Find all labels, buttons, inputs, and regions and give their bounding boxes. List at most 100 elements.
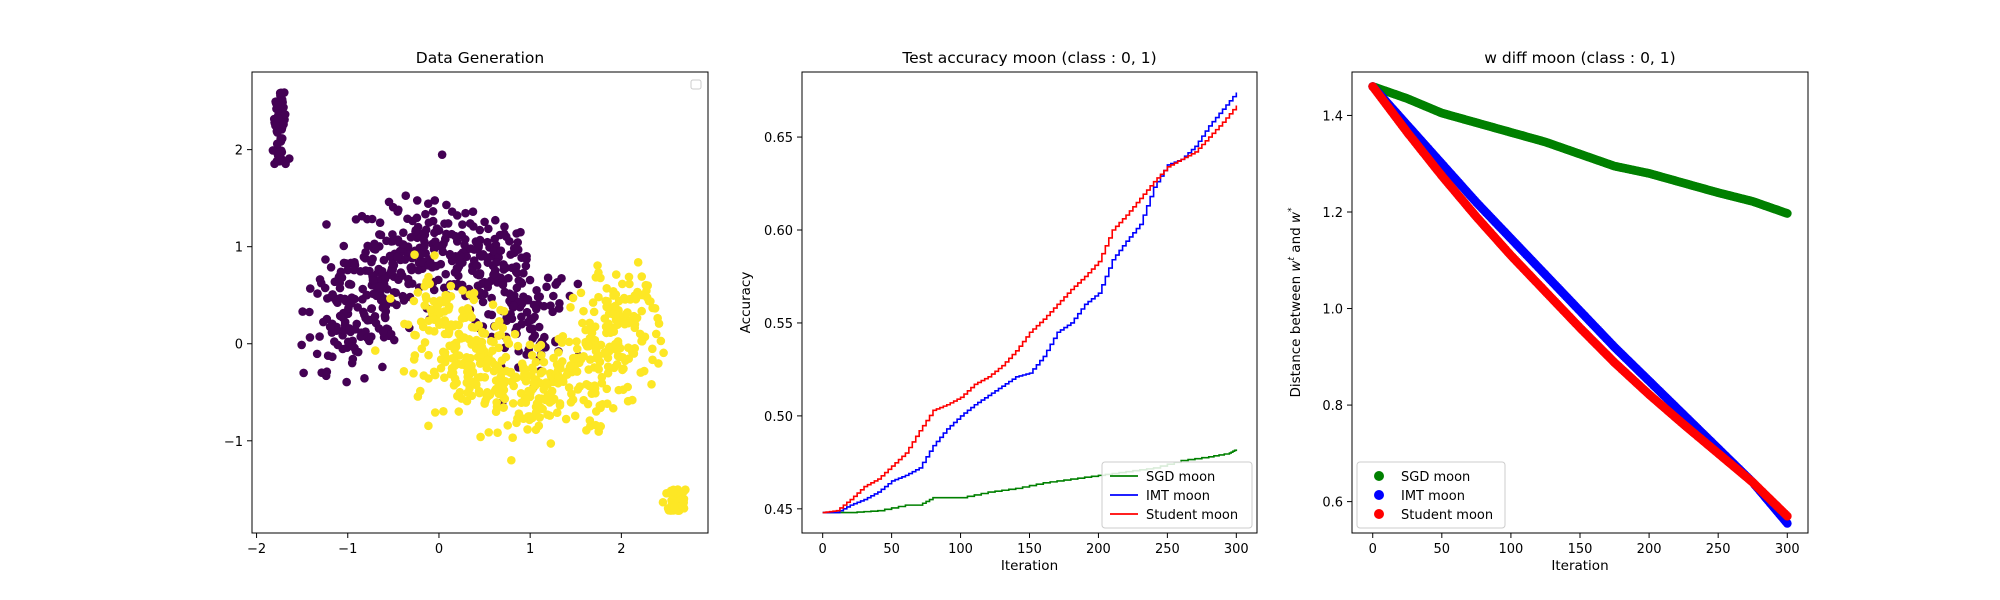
legend-label: IMT moon	[1401, 489, 1465, 504]
point-class-0	[328, 352, 337, 362]
y-tick-label: 0	[235, 338, 243, 353]
x-tick-label: 50	[1434, 542, 1451, 557]
point-class-1	[596, 422, 606, 431]
point-class-1	[643, 281, 652, 290]
point-class-1	[410, 250, 419, 259]
point-class-1	[536, 368, 546, 378]
point-class-1	[588, 298, 598, 307]
point-class-1	[498, 323, 508, 333]
point-class-1	[631, 293, 641, 303]
point-class-1	[508, 433, 517, 442]
point-class-0	[461, 208, 470, 218]
x-tick-label: 150	[1017, 542, 1042, 557]
point-class-0	[452, 211, 462, 220]
point-class-0	[500, 229, 509, 239]
point-class-1	[386, 294, 395, 303]
point-class-0	[333, 298, 342, 308]
point-class-1	[630, 320, 640, 329]
point-class-1	[603, 296, 612, 306]
point-class-0	[392, 300, 401, 310]
point-class-1	[449, 380, 459, 390]
point-class-0	[421, 225, 431, 235]
point-class-1	[502, 335, 512, 345]
point-class-1	[469, 295, 479, 305]
point-class-1	[399, 366, 409, 376]
point-class-0	[386, 266, 396, 276]
point-class-1	[429, 296, 439, 306]
point-class-1	[483, 355, 493, 365]
point-class-0	[507, 292, 516, 302]
y-tick-label: 0.8	[1322, 399, 1343, 414]
point-class-1	[491, 407, 501, 417]
point-class-1	[444, 305, 453, 314]
point-class-1	[633, 258, 643, 267]
point-class-0	[371, 318, 381, 328]
point-class-1	[482, 363, 492, 373]
x-tick-label: 250	[1706, 542, 1731, 557]
point-class-1	[457, 314, 467, 323]
point-class-1	[602, 384, 612, 394]
y-axis-label-part: w	[1288, 211, 1304, 223]
y-tick-label: −1	[224, 435, 243, 450]
point-class-0	[483, 278, 493, 288]
point-class-1	[490, 321, 500, 331]
point-class-1	[424, 272, 433, 282]
point-class-1	[480, 399, 489, 408]
point-class-1	[656, 336, 666, 346]
point-class-1	[611, 290, 621, 299]
point-class-1	[547, 386, 557, 396]
point-class-0	[506, 313, 515, 323]
point-class-1	[494, 389, 504, 399]
point-class-0	[434, 226, 444, 235]
point-class-0	[453, 279, 463, 289]
point-class-0	[339, 241, 349, 251]
x-tick-label: 200	[1086, 542, 1111, 557]
point-class-1	[618, 352, 627, 362]
point-class-0	[378, 327, 388, 337]
point-class-1	[494, 331, 503, 341]
point-class-0	[398, 291, 408, 301]
x-tick-label: 150	[1568, 542, 1593, 557]
point-class-0	[434, 275, 443, 285]
point-class-1	[570, 411, 580, 421]
point-class-1	[679, 497, 689, 507]
point-class-1	[499, 403, 508, 412]
point-class-1	[525, 340, 535, 350]
point-class-1	[415, 386, 425, 396]
point-class-0	[433, 241, 443, 251]
point-class-1	[543, 380, 552, 389]
point-class-1	[489, 337, 498, 347]
point-class-1	[440, 357, 450, 367]
point-class-1	[457, 394, 466, 403]
point-class-0	[483, 237, 492, 247]
point-class-1	[492, 398, 501, 407]
point-class-0	[404, 279, 413, 289]
point-class-1	[639, 366, 649, 376]
point-class-1	[448, 342, 458, 352]
point-class-1	[480, 373, 490, 382]
point-class-1	[435, 308, 445, 318]
point-class-1	[467, 313, 476, 322]
point-class-1	[493, 428, 502, 438]
point-class-1	[469, 377, 479, 387]
point-class-1	[484, 428, 494, 437]
point-class-0	[396, 268, 406, 277]
point-class-1	[602, 284, 612, 293]
legend-label: SGD moon	[1401, 470, 1470, 485]
y-axis-label-part: t	[1287, 257, 1297, 261]
point-class-1	[579, 395, 588, 405]
point-class-0	[367, 257, 376, 267]
point-class-0	[441, 269, 451, 279]
point-class-1	[651, 329, 661, 339]
point-class-0	[512, 322, 522, 332]
point-class-1	[467, 322, 477, 332]
point-class-1	[409, 355, 419, 364]
point-class-0	[509, 243, 519, 253]
y-tick-label: 1.0	[1322, 303, 1343, 318]
point-class-1	[476, 358, 486, 367]
point-class-1	[426, 305, 435, 314]
point-class-0	[322, 367, 332, 377]
point-class-0	[330, 337, 339, 346]
point-class-0	[273, 114, 283, 123]
point-class-1	[597, 378, 607, 388]
